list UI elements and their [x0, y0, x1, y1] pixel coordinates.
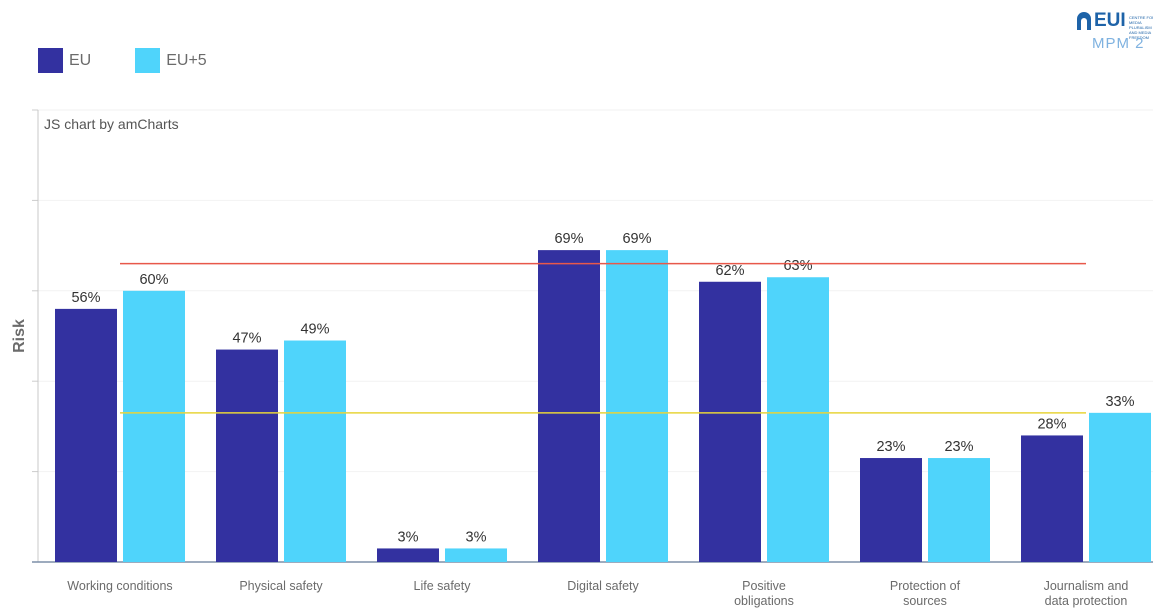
- x-tick-label: Protection of: [890, 579, 961, 593]
- bar-value-label: 56%: [71, 290, 100, 306]
- x-tick-label: obligations: [734, 594, 794, 608]
- bar-eu-5: [284, 340, 346, 562]
- bar-value-label: 3%: [466, 529, 487, 545]
- logo-text: EUI: [1094, 10, 1126, 31]
- bar-eu: [1021, 435, 1083, 562]
- legend-item-1[interactable]: EU+5: [135, 48, 207, 73]
- bar-value-label: 47%: [232, 331, 261, 347]
- bar-value-label: 62%: [715, 263, 744, 279]
- bar-value-label: 33%: [1105, 394, 1134, 410]
- x-tick-label: Positive: [742, 579, 786, 593]
- bar-value-label: 69%: [554, 231, 583, 247]
- bar-eu: [699, 281, 761, 562]
- bar-eu: [538, 250, 600, 562]
- bar-eu-5: [123, 290, 185, 562]
- legend-label: EU+5: [166, 51, 207, 69]
- bar-value-label: 60%: [139, 272, 168, 288]
- x-tick-label: Working conditions: [67, 579, 172, 593]
- bar-eu-5: [928, 458, 990, 562]
- x-tick-label: Journalism and: [1044, 579, 1129, 593]
- chart-credit: JS chart by amCharts: [44, 116, 179, 132]
- chart-legend: EU EU+5: [38, 48, 207, 73]
- bar-value-label: 69%: [622, 231, 651, 247]
- legend-item-0[interactable]: EU: [38, 48, 91, 73]
- bar-eu-5: [767, 277, 829, 562]
- bar-eu-5: [445, 548, 507, 562]
- bar-eu-5: [1089, 412, 1151, 562]
- bar-eu-5: [606, 250, 668, 562]
- x-tick-label: data protection: [1045, 594, 1128, 608]
- legend-swatch: [38, 48, 63, 73]
- logo-sub-text: MPM 2: [1092, 35, 1145, 52]
- bar-eu: [216, 349, 278, 562]
- x-tick-label: Digital safety: [567, 579, 639, 593]
- legend-swatch: [135, 48, 161, 73]
- x-tick-label: Life safety: [414, 579, 472, 593]
- x-tick-label: Physical safety: [239, 579, 323, 593]
- bar-value-label: 23%: [876, 439, 905, 455]
- bar-value-label: 28%: [1037, 416, 1066, 432]
- bar-value-label: 49%: [300, 322, 329, 338]
- legend-label: EU: [69, 51, 92, 69]
- logo-small-text: CENTRE FOR MEDIA PLURALISM AND MEDIA FRE…: [1129, 15, 1153, 40]
- bar-value-label: 63%: [783, 258, 812, 274]
- eui-logo: EUI CENTRE FOR MEDIA PLURALISM AND MEDIA…: [1071, 10, 1153, 56]
- bar-value-label: 23%: [944, 439, 973, 455]
- bar-eu: [377, 548, 439, 562]
- x-tick-label: sources: [903, 594, 947, 608]
- bar-eu: [860, 458, 922, 562]
- eui-logo-icon: [1077, 12, 1091, 30]
- bar-eu: [55, 308, 117, 562]
- y-axis-label: Risk: [11, 319, 28, 353]
- bar-value-label: 3%: [398, 529, 419, 545]
